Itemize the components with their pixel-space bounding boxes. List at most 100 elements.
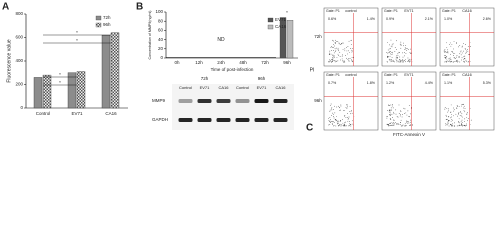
event-dot [333,50,334,51]
plot-title: control [345,73,357,77]
event-dot [386,117,388,119]
event-dot [337,53,339,55]
event-dot [351,60,353,62]
event-dot [449,42,451,44]
blot-band [235,99,250,103]
event-dot [394,122,396,123]
gate-label: Gate: P1 [326,9,340,13]
event-dot [395,113,397,115]
event-dot [387,51,389,53]
quadrant-value: 0.9% [386,17,395,21]
event-dot [450,45,452,47]
event-dot [446,123,448,125]
event-dot [467,49,468,51]
event-dot [448,122,449,124]
blot-lane: Control [179,85,192,90]
event-dot [390,39,392,41]
event-dot [451,116,452,118]
blot-band [216,99,231,103]
event-dot [392,104,393,105]
event-dot [390,113,392,115]
event-dot [461,46,463,48]
x-axis-label: Time of post-infection [211,67,254,72]
event-dot [387,116,388,117]
legend-label: EV71 [275,17,287,22]
event-dot [464,111,466,113]
event-dot [335,42,337,44]
event-dot [337,47,339,49]
event-dot [347,106,348,108]
event-dot [346,107,348,109]
event-dot [457,60,459,62]
event-dot [456,125,458,127]
event-dot [456,107,457,109]
event-dot [467,61,469,63]
event-dot [406,48,408,49]
quadrant-value: 0.6% [328,17,337,21]
event-dot [333,122,335,123]
event-dot [406,47,408,49]
event-dot [390,48,391,50]
event-dot [391,51,392,53]
event-dot [333,52,335,54]
event-dot [331,120,332,122]
event-dot [396,123,397,125]
event-dot [406,120,408,122]
event-dot [445,56,447,58]
event-dot [455,113,457,115]
event-dot [398,104,400,106]
event-dot [406,121,408,122]
event-dot [445,124,447,126]
event-dot [389,114,391,116]
event-dot [458,106,460,108]
event-dot [460,120,462,122]
event-dot [401,116,403,118]
event-dot [444,107,446,108]
event-dot [447,111,448,113]
event-dot [444,49,446,51]
bar [76,71,86,109]
event-dot [392,117,393,118]
event-dot [396,56,398,58]
event-dot [461,113,463,115]
event-dot [334,61,336,63]
event-dot [447,122,449,124]
y-axis-label: Concentration of MMP9(ng/ml) [148,11,152,60]
event-dot [409,125,410,126]
event-dot [347,113,348,114]
event-dot [348,124,350,126]
event-dot [460,54,462,56]
blot-lane: Control [236,85,249,90]
event-dot [458,112,460,114]
event-dot [456,105,458,106]
y-tick-label: 0 [160,55,163,60]
event-dot [410,121,412,123]
event-dot [450,117,452,119]
plot-title: CA16 [462,9,472,13]
event-dot [400,44,402,46]
event-dot [402,59,404,60]
y-tick-label: 200 [15,82,23,87]
event-dot [458,120,460,122]
event-dot [459,45,461,46]
event-dot [443,50,445,52]
event-dot [330,50,332,51]
event-dot [387,123,389,125]
event-dot [404,108,406,110]
event-dot [341,58,343,60]
event-dot [397,57,398,59]
bar [67,72,77,109]
event-dot [329,104,331,106]
event-dot [458,124,460,126]
event-dot [406,122,408,124]
event-dot [352,120,353,122]
y-axis-label: Fluorescence value [6,39,12,83]
event-dot [401,61,403,63]
event-dot [344,115,345,117]
blot-row: GAPDH [152,117,168,122]
event-dot [459,125,461,127]
event-dot [444,61,446,63]
sig-star: * [59,72,61,77]
event-dot [338,105,339,107]
event-dot [347,119,349,121]
